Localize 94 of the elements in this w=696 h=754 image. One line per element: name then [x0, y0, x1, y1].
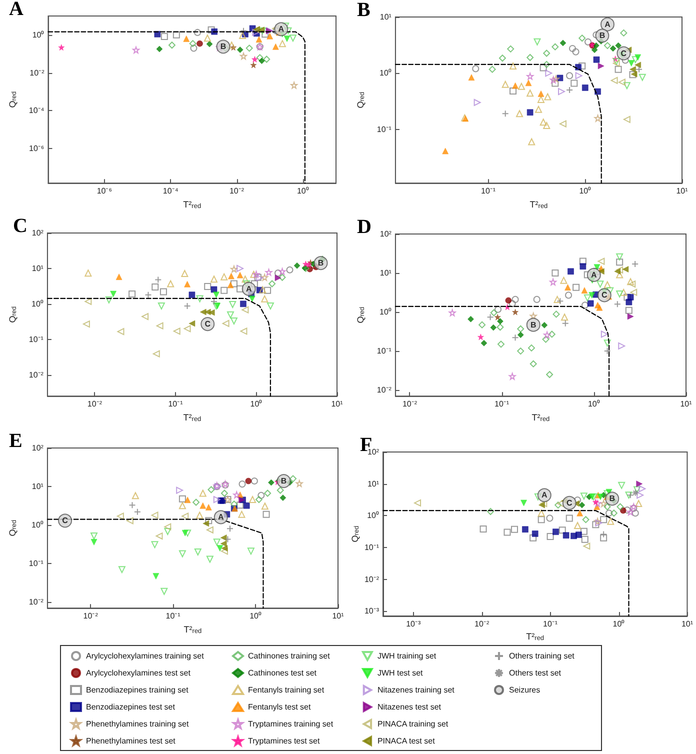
y-tick-label: 10⁻¹ [376, 124, 392, 134]
legend-label: Others test set [509, 668, 562, 678]
chart-title: B [357, 0, 370, 21]
legend-label: Phenethylamines training set [86, 720, 190, 728]
x-tick-label: 10⁰ [612, 620, 625, 628]
data-label: C [62, 516, 68, 526]
chart-title: E [9, 430, 22, 452]
y-tick-label: 10⁻¹ [28, 559, 44, 568]
x-tick-label: 10¹ [331, 400, 344, 409]
legend-label: Nitazenes training set [377, 686, 456, 694]
data-label: B [609, 494, 616, 504]
x-tick-label: 10⁻² [474, 620, 490, 628]
data-label: C [566, 498, 572, 508]
data-label: A [604, 20, 611, 29]
y-tick-label: 10¹ [32, 482, 44, 492]
legend-label: Cathinones test set [248, 668, 318, 678]
x-tick-label: 10⁻¹ [168, 400, 184, 409]
x-tick-label: 10¹ [680, 400, 692, 409]
data-label: B [280, 476, 287, 486]
y-tick-label: 10⁻¹ [364, 542, 380, 552]
legend-label: Phenethylamines test set [86, 736, 176, 746]
legend-label: Others training set [509, 652, 576, 660]
data-label: C [204, 320, 211, 329]
y-tick-label: 10¹ [380, 268, 392, 278]
x-tick-label: 10⁻² [87, 400, 102, 409]
legend-label: PINACA training set [377, 720, 449, 728]
legend-label: Fentanyls test set [248, 702, 312, 712]
y-tick-label: 10⁻¹ [376, 346, 392, 356]
y-tick-label: 10² [380, 230, 392, 238]
x-tick-label: 10⁻¹ [494, 400, 510, 409]
y-tick-label: 10⁰ [367, 511, 379, 520]
y-tick-label: 10⁻² [28, 598, 44, 607]
data-label: A [278, 24, 284, 34]
x-tick-label: 10⁻¹ [166, 612, 181, 621]
legend-label: JWH training set [377, 652, 437, 660]
x-tick-label: 10⁰ [296, 186, 309, 196]
data-label: B [220, 42, 226, 52]
legend-label: Arylcyclohexylamines training set [86, 652, 205, 660]
legend-label: JWH test set [377, 668, 424, 678]
x-tick-label: 10¹ [332, 612, 344, 621]
legend-label: Benzodiazepines test set [86, 702, 176, 712]
x-tick-label: 10⁻² [83, 612, 98, 621]
x-tick-label: 10⁰ [588, 400, 600, 409]
x-tick-label: 10⁻¹ [543, 620, 558, 628]
data-label: A [246, 284, 252, 294]
data-label: C [602, 290, 608, 300]
legend-label: Arylcyclohexylamines test set [86, 668, 192, 678]
legend-label: Tryptamines test set [248, 736, 321, 746]
data-label: A [591, 270, 598, 280]
data-label: A [542, 490, 548, 500]
y-tick-label: 10¹ [367, 479, 380, 488]
x-tick-label: 10⁰ [579, 186, 592, 196]
x-tick-label: 10⁰ [250, 400, 262, 409]
data-label: C [620, 48, 627, 58]
chart-title: A [9, 0, 24, 20]
y-tick-label: 10⁰ [380, 308, 392, 317]
legend-label: Cathinones training set [248, 652, 331, 660]
y-tick-label: 10⁻² [28, 370, 44, 380]
y-tick-label: 10⁰ [32, 30, 44, 40]
x-tick-label: 10¹ [681, 620, 694, 628]
x-tick-label: 10⁰ [250, 612, 262, 621]
x-tick-label: 10⁻² [402, 400, 418, 409]
legend-label: Benzodiazepines training set [86, 686, 190, 694]
x-tick-label: 10⁻² [229, 186, 244, 196]
y-tick-label: 10⁻² [376, 386, 392, 395]
legend-label: Tryptamines training set [248, 720, 334, 728]
y-tick-label: 10⁰ [32, 299, 44, 308]
legend-label: Nitazenes test set [377, 702, 442, 712]
data-label: B [599, 31, 606, 40]
chart-title: D [357, 216, 372, 238]
y-tick-label: 10⁻⁴ [28, 106, 45, 116]
x-tick-label: 10⁻⁶ [96, 186, 112, 196]
y-tick-label: 10⁰ [32, 520, 44, 530]
legend-label: Fentanyls training set [248, 686, 325, 694]
data-label: A [218, 512, 224, 522]
x-tick-label: 10⁻⁴ [162, 186, 179, 196]
y-tick-label: 10¹ [32, 264, 44, 273]
legend-label: PINACA test set [377, 736, 436, 746]
x-tick-label: 10⁻³ [406, 620, 421, 628]
legend-label: Seizures [509, 686, 540, 694]
y-tick-label: 10⁻² [30, 68, 45, 78]
y-tick-label: 10⁰ [380, 68, 392, 78]
y-tick-label: 10¹ [380, 12, 392, 22]
y-tick-label: 10⁻² [364, 574, 380, 584]
y-tick-label: 10² [367, 448, 380, 456]
chart-title: C [13, 215, 28, 237]
y-tick-label: 10² [32, 444, 44, 452]
x-tick-label: 10¹ [676, 186, 688, 196]
y-tick-label: 10⁻¹ [28, 334, 44, 344]
data-label: B [318, 258, 324, 268]
y-tick-label: 10⁻⁶ [29, 144, 44, 154]
x-tick-label: 10⁻¹ [481, 186, 496, 196]
y-tick-label: 10² [32, 228, 44, 238]
data-label: B [530, 320, 536, 330]
